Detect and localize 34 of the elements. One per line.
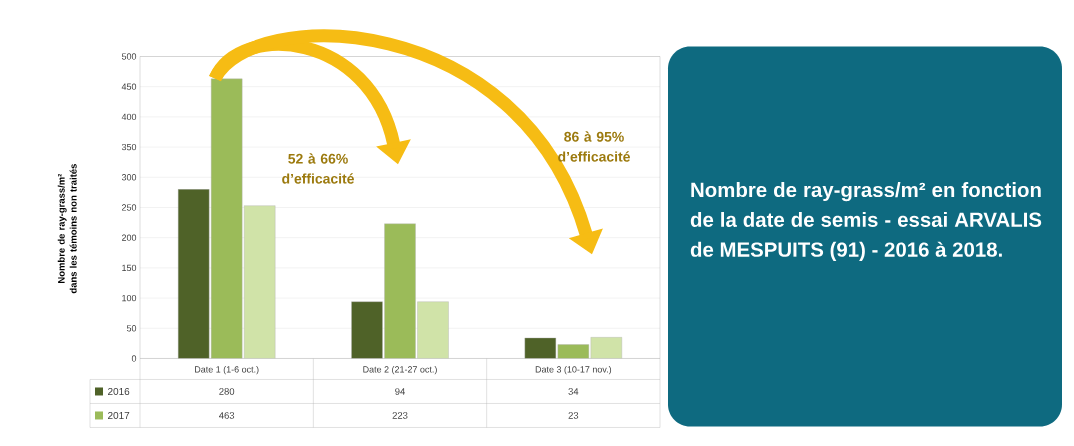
y-tick-label: 450 — [121, 83, 137, 90]
x-tick-label: Date 2 (21-27 oct.) — [363, 365, 437, 375]
y-tick-label: 400 — [121, 113, 137, 120]
bar — [417, 301, 449, 359]
legend-label: 2016 — [108, 387, 130, 395]
bar — [557, 344, 590, 359]
bar — [351, 301, 383, 359]
y-tick-label: 350 — [121, 143, 137, 151]
text: Nombre de ray-grass/m² en fonction de la date de semis - essai ARVALIS de MESPUITS (91) - 2016 à 2018. — [690, 181, 1042, 261]
annotation: 52 à 66% d’efficacité — [282, 153, 354, 184]
legend-label: 2017 — [108, 411, 130, 419]
y-axis-title: Nombre de ray-grass/m² dans les témoins non traités — [57, 163, 77, 293]
bar — [590, 336, 623, 359]
y-tick-label: 0 — [131, 355, 137, 362]
y-tick-label: 500 — [121, 53, 137, 60]
y-tick-label: 150 — [122, 264, 137, 271]
y-tick-label: 50 — [126, 324, 137, 332]
x-tick-label: Date 3 (10-17 nov.) — [535, 365, 612, 375]
data-label: 223 — [392, 411, 408, 419]
annotation: 86 à 95% d’efficacité — [558, 131, 630, 162]
data-label: 23 — [568, 411, 579, 419]
bar — [243, 205, 276, 359]
y-tick-label: 300 — [121, 173, 137, 181]
y-tick-label: 250 — [121, 204, 137, 211]
x-tick-label: Date 1 (1-6 oct.) — [195, 365, 259, 375]
bar — [384, 223, 416, 359]
data-label: 94 — [395, 387, 405, 395]
data-label: 280 — [219, 387, 235, 395]
y-tick-label: 200 — [121, 234, 137, 241]
data-label: 463 — [219, 411, 235, 419]
y-tick-label: 100 — [122, 294, 137, 302]
bar — [177, 188, 210, 359]
bar — [210, 78, 243, 359]
data-label: 34 — [568, 387, 579, 395]
